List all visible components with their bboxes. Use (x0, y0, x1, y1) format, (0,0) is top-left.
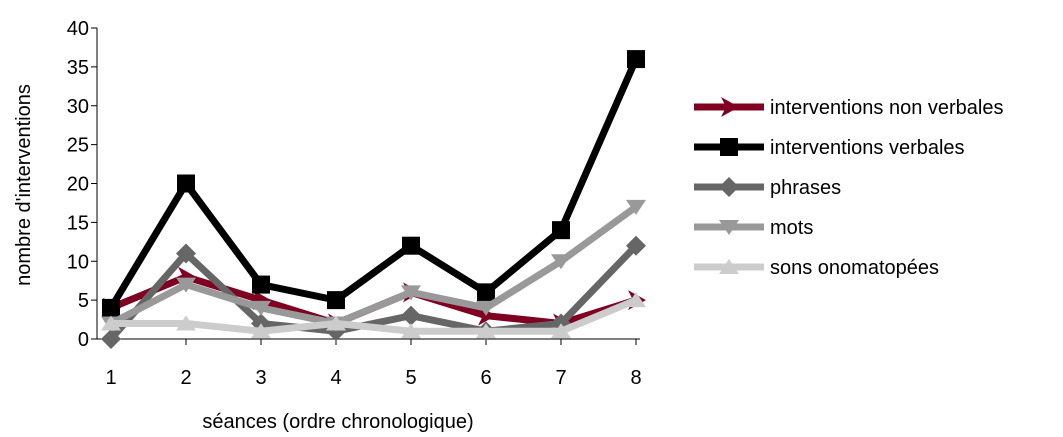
diamond-marker (719, 177, 739, 197)
series-interventions-verbales (102, 50, 645, 317)
triangle-up-marker (476, 323, 496, 339)
triangle-down-marker (626, 199, 646, 215)
legend-item: phrases (694, 177, 841, 199)
triangle-up-marker (401, 323, 421, 339)
triangle-down-marker (551, 254, 571, 270)
x-tick-label: 1 (105, 367, 116, 389)
triangle-down-marker (176, 277, 196, 293)
y-tick-label: 20 (67, 174, 89, 196)
triangle-down-marker (476, 300, 496, 316)
triangle-up-marker (101, 315, 121, 331)
triangle-down-marker (251, 300, 271, 316)
x-tick-label: 2 (180, 367, 191, 389)
series-line (111, 296, 638, 335)
y-axis-title: nombre d'interventions (13, 84, 35, 286)
x-tick-label: 3 (255, 367, 266, 389)
series-mots (101, 199, 646, 332)
square-marker (402, 236, 420, 255)
legend-item: mots (694, 217, 813, 239)
legend-item: interventions verbales (694, 137, 965, 159)
triangle-down-marker (719, 220, 739, 235)
triangle-up-marker (326, 315, 346, 331)
y-axis-ticks: 0 5 10 15 20 25 30 35 40 (67, 18, 97, 351)
y-tick-label: 25 (67, 135, 89, 157)
square-marker (327, 291, 345, 310)
diamond-marker (176, 243, 196, 264)
x-axis-title: séances (ordre chronologique) (202, 411, 473, 433)
square-marker (252, 275, 270, 294)
triangle-up-marker (719, 259, 739, 274)
legend-label: interventions non verbales (770, 97, 1003, 119)
series-sons-onomatop-es (101, 292, 646, 339)
legend-item: interventions non verbales (694, 97, 1003, 119)
triangle-up-marker (626, 292, 646, 308)
triangle-up-marker (251, 323, 271, 339)
x-tick-label: 6 (480, 367, 491, 389)
diamond-marker (401, 305, 421, 326)
x-tick-label: 8 (630, 367, 641, 389)
x-tick-label: 4 (330, 367, 341, 389)
legend: interventions non verbales interventions … (694, 97, 1003, 279)
series-line (108, 57, 640, 310)
y-tick-label: 40 (67, 18, 89, 40)
legend-item: sons onomatopées (694, 257, 939, 279)
diamond-marker (101, 329, 121, 349)
triangle-down-marker (401, 285, 421, 301)
y-tick-label: 30 (67, 96, 89, 118)
triangle-up-marker (176, 315, 196, 331)
legend-label: mots (770, 217, 813, 239)
y-tick-label: 0 (78, 329, 89, 351)
series-line (109, 203, 639, 327)
y-tick-label: 35 (67, 57, 89, 79)
diamond-marker (626, 235, 646, 256)
arrow-marker (721, 97, 739, 117)
x-tick-label: 5 (405, 367, 416, 389)
square-marker (102, 298, 120, 317)
y-tick-label: 5 (78, 290, 89, 312)
legend-label: phrases (770, 177, 841, 199)
triangle-up-marker (551, 323, 571, 339)
series-layer (101, 50, 646, 349)
y-tick-label: 15 (67, 212, 89, 234)
square-marker (552, 221, 570, 240)
square-marker (477, 283, 495, 302)
y-tick-label: 10 (67, 251, 89, 273)
legend-label: sons onomatopées (770, 257, 939, 279)
square-marker (177, 174, 195, 193)
series-line (108, 243, 639, 342)
square-marker (627, 50, 645, 69)
x-tick-label: 7 (555, 367, 566, 389)
legend-label: interventions verbales (770, 137, 965, 159)
square-marker (720, 138, 738, 156)
x-axis-ticks: 1 2 3 4 5 6 7 8 (105, 339, 642, 389)
